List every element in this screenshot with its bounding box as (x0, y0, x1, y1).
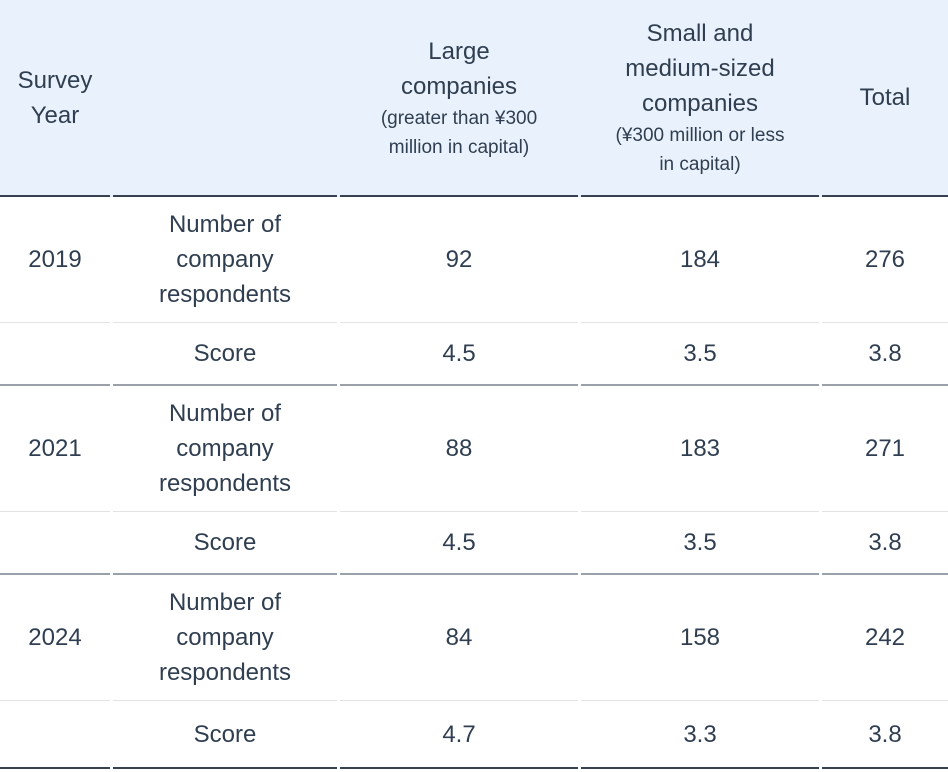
cell-2019-score-large: 4.5 (340, 323, 578, 386)
score-label: Score (193, 340, 257, 367)
cell-2024-respondents-total: 242 (822, 575, 948, 701)
score-value: 4.7 (442, 720, 476, 748)
respondents-value: 242 (864, 624, 906, 651)
cell-2021-respondents-sme: 183 (581, 386, 819, 512)
table-row-2021-respondents: 2021 Number of company respondents 88 18… (0, 386, 948, 512)
cell-respondents-label: Number of company respondents (113, 386, 337, 512)
respondents-value: 158 (679, 624, 721, 651)
header-survey-year: Survey Year (0, 0, 110, 197)
score-value: 4.5 (442, 529, 476, 556)
cell-2024-score-sme: 3.3 (581, 701, 819, 769)
cell-2019-respondents-total: 276 (822, 197, 948, 323)
score-value: 3.8 (868, 720, 902, 748)
cell-2024-score-total: 3.8 (822, 701, 948, 769)
header-total: Total (822, 0, 948, 197)
cell-2021-respondents-large: 88 (340, 386, 578, 512)
year-value: 2024 (28, 624, 82, 651)
cell-year-2024: 2024 (0, 575, 110, 701)
header-total-label: Total (859, 84, 911, 111)
cell-2021-score-total: 3.8 (822, 512, 948, 575)
header-sme-companies: Small and medium-sized companies (¥300 m… (581, 0, 819, 197)
score-label: Score (193, 529, 257, 556)
respondents-value: 276 (864, 246, 906, 273)
respondents-value: 184 (679, 246, 721, 273)
cell-2024-respondents-large: 84 (340, 575, 578, 701)
cell-year-spacer (0, 512, 110, 575)
respondents-label: Number of company respondents (158, 211, 292, 308)
header-large-companies: Large companies (greater than ¥300 milli… (340, 0, 578, 197)
table-row-2024-score: Score 4.7 3.3 3.8 (0, 701, 948, 769)
respondents-value: 88 (445, 435, 473, 462)
score-value: 3.5 (683, 340, 717, 367)
cell-2024-respondents-sme: 158 (581, 575, 819, 701)
table-row-2024-respondents: 2024 Number of company respondents 84 15… (0, 575, 948, 701)
cell-score-label: Score (113, 512, 337, 575)
year-value: 2019 (28, 246, 82, 273)
cell-2019-score-total: 3.8 (822, 323, 948, 386)
respondents-label: Number of company respondents (158, 400, 292, 497)
table-header-row: Survey Year Large companies (greater tha… (0, 0, 948, 197)
header-survey-year-label: Survey Year (17, 66, 93, 129)
respondents-value: 271 (864, 435, 906, 462)
score-value: 3.3 (683, 720, 717, 748)
cell-2021-respondents-total: 271 (822, 386, 948, 512)
respondents-label: Number of company respondents (158, 589, 292, 686)
score-value: 3.5 (683, 529, 717, 556)
header-sme-companies-title: Small and medium-sized companies (625, 20, 775, 117)
cell-score-label: Score (113, 701, 337, 769)
table-row-2019-respondents: 2019 Number of company respondents 92 18… (0, 197, 948, 323)
cell-year-2021: 2021 (0, 386, 110, 512)
score-value: 3.8 (868, 340, 902, 367)
header-large-companies-subtitle: (greater than ¥300 million in capital) (380, 107, 538, 158)
respondents-value: 92 (445, 246, 473, 273)
cell-2024-score-large: 4.7 (340, 701, 578, 769)
table-row-2021-score: Score 4.5 3.5 3.8 (0, 512, 948, 575)
cell-2021-score-large: 4.5 (340, 512, 578, 575)
respondents-value: 84 (445, 624, 473, 651)
cell-respondents-label: Number of company respondents (113, 197, 337, 323)
cell-respondents-label: Number of company respondents (113, 575, 337, 701)
table-row-2019-score: Score 4.5 3.5 3.8 (0, 323, 948, 386)
score-value: 3.8 (868, 529, 902, 556)
year-value: 2021 (28, 435, 82, 462)
score-label: Score (193, 720, 257, 748)
cell-2019-respondents-large: 92 (340, 197, 578, 323)
score-value: 4.5 (442, 340, 476, 367)
cell-2019-respondents-sme: 184 (581, 197, 819, 323)
header-sme-companies-subtitle: (¥300 million or less in capital) (615, 125, 785, 175)
cell-year-spacer (0, 701, 110, 769)
cell-year-2019: 2019 (0, 197, 110, 323)
cell-2019-score-sme: 3.5 (581, 323, 819, 386)
cell-score-label: Score (113, 323, 337, 386)
header-row-label-spacer (113, 0, 337, 197)
cell-2021-score-sme: 3.5 (581, 512, 819, 575)
header-large-companies-title: Large companies (400, 37, 518, 100)
cell-year-spacer (0, 323, 110, 386)
respondents-value: 183 (679, 435, 721, 462)
